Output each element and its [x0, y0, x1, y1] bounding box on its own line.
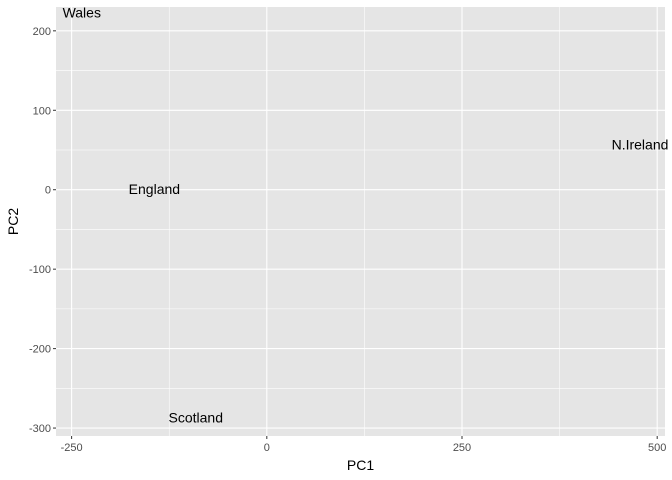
x-axis-title: PC1 — [347, 457, 374, 473]
plot-panel — [56, 7, 665, 436]
point-label: Wales — [63, 5, 101, 21]
x-axis-ticks: -250 0 250 500 — [61, 436, 666, 454]
point-label: Scotland — [169, 410, 223, 426]
y-tick-label: 0 — [45, 185, 51, 197]
y-tick-label: -300 — [29, 423, 51, 435]
x-tick-label: 250 — [453, 442, 471, 454]
y-tick-label: 200 — [33, 26, 51, 38]
y-tick-label: -200 — [29, 344, 51, 356]
y-axis-ticks: 200 100 0 -100 -200 -300 — [29, 26, 56, 435]
point-labels: Wales England Scotland N.Ireland — [63, 5, 669, 426]
x-tick-label: -250 — [61, 442, 83, 454]
x-tick-label: 500 — [648, 442, 666, 454]
minor-gridlines — [56, 7, 665, 436]
major-gridlines — [56, 7, 665, 436]
point-label: N.Ireland — [612, 136, 669, 152]
y-tick-label: 100 — [33, 105, 51, 117]
x-tick-label: 0 — [264, 442, 270, 454]
y-tick-label: -100 — [29, 264, 51, 276]
point-label: England — [129, 181, 180, 197]
y-axis-title: PC2 — [5, 208, 21, 235]
